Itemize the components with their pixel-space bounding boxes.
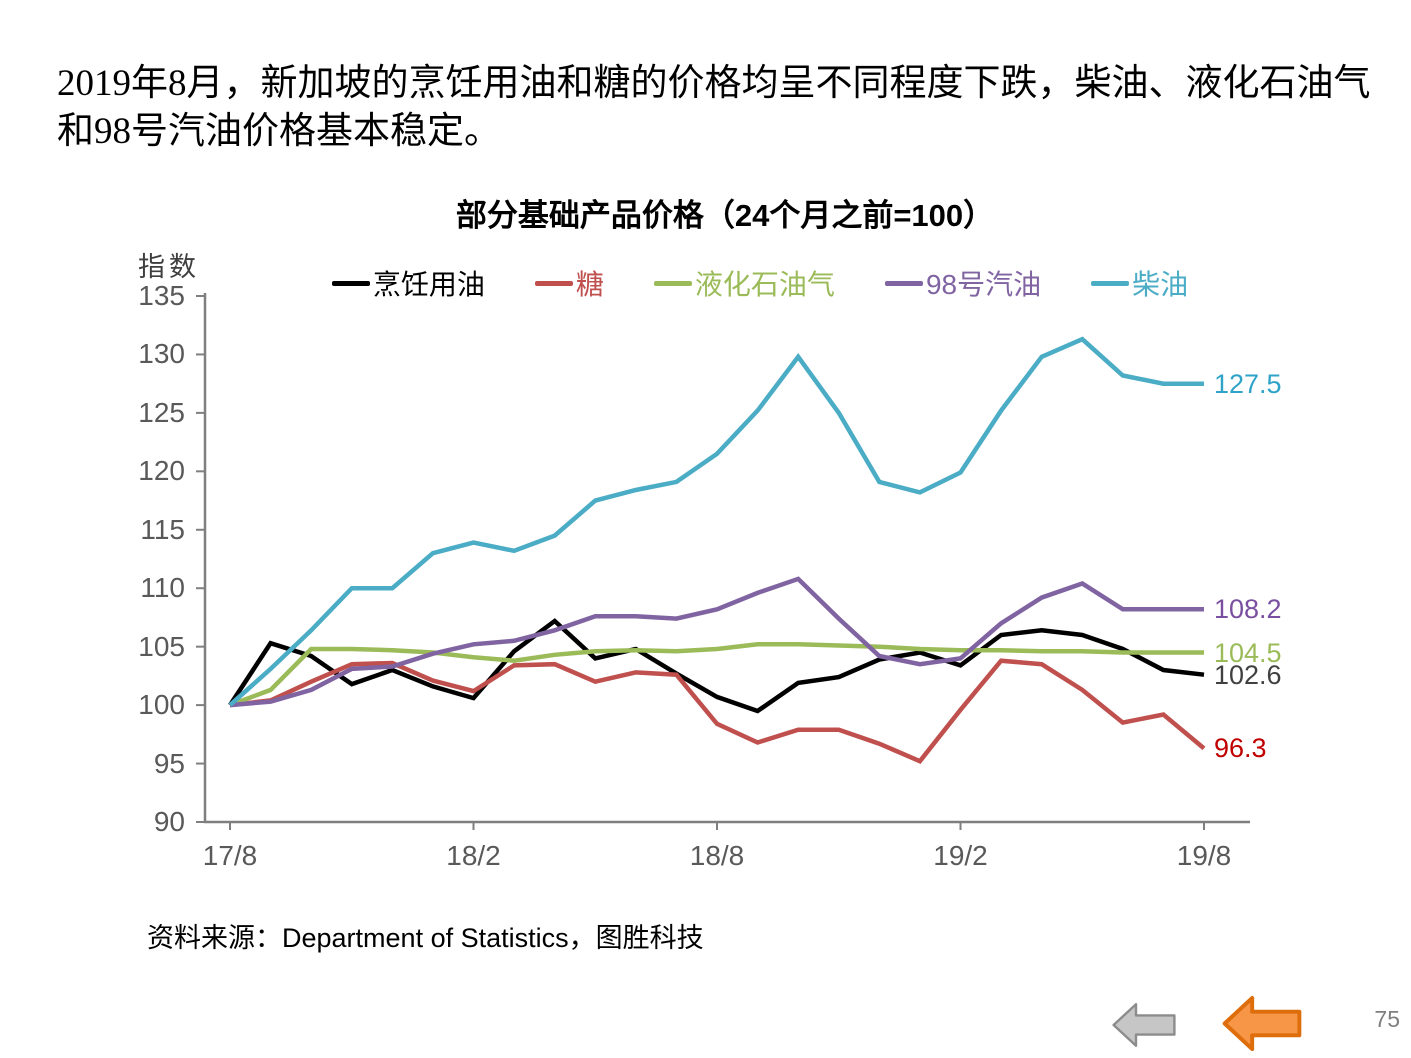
x-tick-label-19/2: 19/2 <box>933 840 988 871</box>
line-cooking-oil <box>228 618 1205 714</box>
legend-label-cooking-oil: 烹饪用油 <box>372 269 485 300</box>
y-tick-label-120: 120 <box>138 455 185 487</box>
legend-swatch-diesel <box>1091 280 1130 286</box>
source-note: 资料来源：Department of Statistics，图胜科技 <box>147 923 704 953</box>
chart-title: 部分基础产品价格（24个月之前=100） <box>455 198 995 233</box>
y-tick-label-105: 105 <box>138 630 185 662</box>
legend-swatch-sugar <box>534 280 573 286</box>
legend-label-diesel: 柴油 <box>1132 269 1189 300</box>
legend-item-cooking-oil: 烹饪用油 <box>331 263 485 303</box>
legend-item-sugar: 糖 <box>534 263 604 303</box>
chart-legend: 烹饪用油 糖 液化石油气 98号汽油 柴油 <box>240 266 1280 300</box>
line-gasoline-98 <box>229 576 1204 708</box>
x-tick-label-18/2: 18/2 <box>446 840 501 871</box>
end-value-label-cooking-oil: 102.6 <box>1214 659 1282 690</box>
x-tick-label-17/8: 17/8 <box>202 840 258 871</box>
end-value-label-diesel: 127.5 <box>1214 368 1282 399</box>
back-arrow-icon[interactable] <box>1112 999 1176 1051</box>
line-diesel <box>228 336 1204 707</box>
y-tick-label-90: 90 <box>153 806 185 837</box>
legend-item-gasoline-98: 98号汽油 <box>884 263 1042 303</box>
legend-label-lpg: 液化石油气 <box>694 269 835 300</box>
legend-swatch-gasoline-98 <box>884 280 923 286</box>
y-tick-label-110: 110 <box>140 572 185 604</box>
end-value-label-lpg: 104.5 <box>1214 637 1282 668</box>
x-tick-label-19/8: 19/8 <box>1176 840 1232 871</box>
y-tick-label-125: 125 <box>138 396 185 428</box>
y-tick-label-100: 100 <box>138 689 185 721</box>
line-sugar <box>229 658 1206 764</box>
end-value-label-sugar: 96.3 <box>1214 733 1267 764</box>
legend-swatch-lpg <box>653 280 692 286</box>
line-lpg <box>229 642 1204 708</box>
x-tick-label-18/8: 18/8 <box>689 840 745 871</box>
y-tick-label-130: 130 <box>138 338 185 370</box>
legend-item-lpg: 液化石油气 <box>653 263 835 303</box>
y-axis-title: 指数 <box>138 252 200 282</box>
legend-swatch-cooking-oil <box>331 280 370 286</box>
previous-page-arrow-icon[interactable] <box>1222 994 1302 1053</box>
y-tick-label-115: 115 <box>140 513 185 545</box>
legend-item-diesel: 柴油 <box>1091 263 1188 303</box>
page-number: 75 <box>1374 1006 1400 1032</box>
end-value-label-gasoline-98: 108.2 <box>1214 594 1282 625</box>
y-tick-label-135: 135 <box>138 280 185 311</box>
intro-paragraph: 2019年8月，新加坡的烹饪用油和糖的价格均呈不同程度下跌，柴油、液化石油气和9… <box>57 63 1371 153</box>
y-tick-label-95: 95 <box>153 747 185 779</box>
legend-label-gasoline-98: 98号汽油 <box>925 269 1042 300</box>
legend-label-sugar: 糖 <box>575 269 604 300</box>
